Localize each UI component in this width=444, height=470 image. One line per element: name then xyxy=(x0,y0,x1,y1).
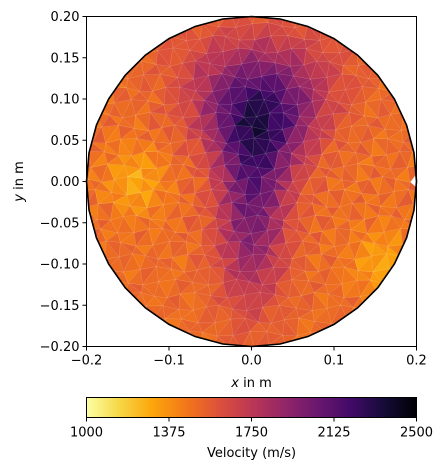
y-tick-label: 0.00 xyxy=(51,175,80,190)
colorbar-tick-label: 2125 xyxy=(317,426,350,441)
colorbar-tick-label: 1750 xyxy=(235,426,268,441)
y-axis-label: y in m xyxy=(12,161,27,202)
y-tick-label: 0.20 xyxy=(51,10,80,25)
colorbar-ticks: 1000 1375 1750 2125 2500 xyxy=(70,417,433,441)
x-axis-label: x in m xyxy=(230,376,271,391)
x-tick-label: 0.1 xyxy=(324,354,345,369)
x-tick-label: 0.2 xyxy=(406,354,427,369)
y-axis-ticks: 0.20 0.15 0.10 0.05 0.00 −0.05 −0.10 −0.15 −0.20 xyxy=(40,10,87,355)
y-tick-label: −0.10 xyxy=(40,258,80,273)
y-tick-label: 0.05 xyxy=(51,134,80,149)
mesh-cell xyxy=(71,207,84,216)
x-axis-ticks: −0.2 −0.1 0.0 0.1 0.2 xyxy=(71,346,427,369)
mesh-cell xyxy=(71,191,84,207)
y-tick-label: −0.05 xyxy=(40,216,80,231)
x-tick-label: −0.1 xyxy=(153,354,185,369)
mesh-cell xyxy=(293,349,306,358)
mesh-cell xyxy=(220,344,238,347)
mesh-cell xyxy=(302,349,319,358)
mesh-cell xyxy=(227,344,242,347)
mesh-cell xyxy=(279,344,294,347)
x-tick-label: −0.2 xyxy=(71,354,103,369)
colorbar-tick-label: 1000 xyxy=(70,426,103,441)
colorbar xyxy=(86,397,417,418)
colorbar-tick-label: 2500 xyxy=(400,426,433,441)
y-tick-label: −0.15 xyxy=(40,299,80,314)
x-tick-label: 0.0 xyxy=(241,354,262,369)
colorbar-label: Velocity (m/s) xyxy=(207,446,296,461)
colorbar-tick-label: 1375 xyxy=(152,426,185,441)
y-tick-label: −0.20 xyxy=(40,340,80,355)
y-tick-label: 0.10 xyxy=(51,93,80,108)
y-tick-label: 0.15 xyxy=(51,51,80,66)
